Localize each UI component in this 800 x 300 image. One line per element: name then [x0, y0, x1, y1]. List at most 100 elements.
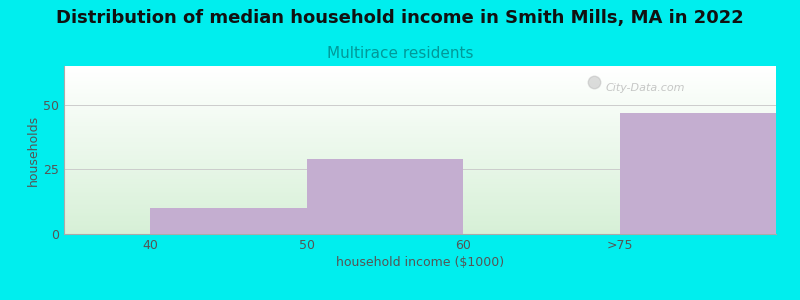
Bar	[64, 208, 776, 209]
Bar	[64, 89, 776, 90]
Bar	[64, 111, 776, 112]
Bar	[64, 100, 776, 101]
Bar	[64, 206, 776, 207]
Bar	[64, 141, 776, 142]
Bar	[64, 85, 776, 86]
Bar	[64, 129, 776, 130]
Bar	[64, 106, 776, 107]
Bar	[64, 197, 776, 198]
Bar	[64, 167, 776, 168]
Bar	[64, 194, 776, 195]
Bar	[64, 137, 776, 138]
Bar	[64, 168, 776, 169]
Bar	[64, 226, 776, 227]
Bar	[64, 221, 776, 222]
Bar	[64, 160, 776, 161]
Bar	[64, 72, 776, 73]
Bar	[64, 184, 776, 185]
Bar	[64, 93, 776, 94]
Bar	[64, 82, 776, 83]
Bar	[64, 131, 776, 132]
Bar	[64, 219, 776, 220]
Bar	[64, 183, 776, 184]
Bar	[64, 103, 776, 104]
Bar	[64, 127, 776, 128]
Text: Distribution of median household income in Smith Mills, MA in 2022: Distribution of median household income …	[56, 9, 744, 27]
Bar	[64, 169, 776, 170]
Bar	[64, 78, 776, 79]
Bar	[64, 158, 776, 159]
Bar	[64, 196, 776, 197]
Bar	[64, 139, 776, 140]
Bar	[64, 157, 776, 158]
Bar	[64, 165, 776, 166]
Bar	[64, 225, 776, 226]
Bar	[64, 122, 776, 123]
Bar	[64, 181, 776, 182]
Bar	[64, 138, 776, 139]
Text: City-Data.com: City-Data.com	[605, 83, 685, 93]
Bar	[64, 81, 776, 82]
Bar	[64, 171, 776, 172]
Bar	[64, 170, 776, 171]
Bar	[64, 123, 776, 124]
Bar	[64, 151, 776, 152]
Bar	[64, 229, 776, 230]
Bar	[64, 144, 776, 145]
Bar	[64, 126, 776, 127]
Bar	[64, 172, 776, 173]
Bar	[64, 189, 776, 190]
Bar	[64, 110, 776, 111]
Bar	[64, 153, 776, 154]
Bar	[64, 76, 776, 77]
Bar	[64, 94, 776, 95]
Bar	[64, 136, 776, 137]
Bar	[64, 191, 776, 192]
Bar	[64, 102, 776, 103]
Bar	[64, 152, 776, 153]
Bar	[64, 185, 776, 186]
Bar	[64, 149, 776, 150]
Bar	[64, 125, 776, 126]
Bar	[64, 163, 776, 164]
Bar	[64, 204, 776, 205]
Bar	[64, 154, 776, 155]
Bar	[619, 112, 776, 234]
Bar	[64, 222, 776, 223]
Bar	[64, 116, 776, 117]
Text: Multirace residents: Multirace residents	[326, 46, 474, 62]
Bar	[64, 173, 776, 174]
Bar	[64, 132, 776, 133]
Bar	[306, 159, 463, 234]
Bar	[64, 205, 776, 206]
Bar	[64, 148, 776, 149]
Bar	[64, 135, 776, 136]
Bar	[64, 193, 776, 194]
Bar	[64, 180, 776, 181]
Bar	[64, 114, 776, 115]
Bar	[64, 75, 776, 76]
Bar	[64, 233, 776, 234]
Bar	[64, 115, 776, 116]
Bar	[64, 69, 776, 70]
Bar	[64, 140, 776, 141]
Bar	[64, 88, 776, 89]
Bar	[64, 201, 776, 202]
Bar	[64, 166, 776, 167]
Bar	[64, 224, 776, 225]
Bar	[64, 192, 776, 193]
Bar	[64, 98, 776, 99]
Bar	[64, 77, 776, 78]
Bar	[64, 79, 776, 80]
Bar	[64, 207, 776, 208]
Bar	[64, 86, 776, 87]
Bar	[64, 176, 776, 177]
Bar	[64, 87, 776, 88]
Bar	[64, 97, 776, 98]
Bar	[64, 105, 776, 106]
Bar	[64, 142, 776, 143]
Bar	[64, 188, 776, 189]
Bar	[64, 199, 776, 200]
Bar	[64, 162, 776, 163]
Bar	[64, 159, 776, 160]
